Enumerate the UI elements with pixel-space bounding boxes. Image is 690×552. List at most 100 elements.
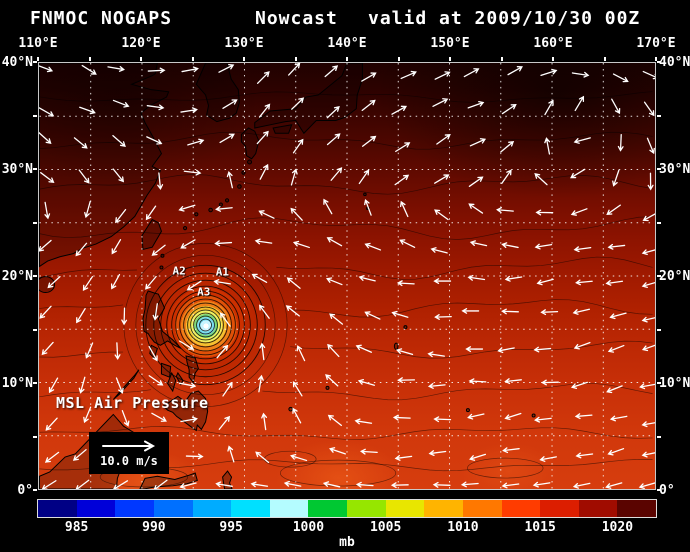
colorbar-tick-labels: 985 990 995 1000 1005 1010 1015 1020 bbox=[38, 520, 656, 535]
colorbar-tick: 990 bbox=[142, 520, 166, 535]
lon-label: 140°E bbox=[327, 36, 367, 51]
field-label: MSL Air Pressure bbox=[56, 394, 209, 412]
sulawesi-coastline bbox=[139, 472, 198, 489]
axis-tick bbox=[657, 114, 661, 117]
valid-time: valid at 2009/10/30 00Z bbox=[368, 8, 641, 29]
korea-coastline bbox=[195, 63, 240, 123]
wind-scale-arrow-icon bbox=[102, 440, 156, 451]
axis-tick bbox=[33, 382, 37, 384]
colorbar-tick: 1000 bbox=[292, 520, 325, 535]
axis-tick bbox=[655, 57, 657, 61]
axis-tick bbox=[191, 57, 194, 61]
model-name: FNMOC NOGAPS bbox=[30, 8, 173, 29]
axis-tick bbox=[140, 57, 142, 61]
honshu-coastline bbox=[254, 63, 363, 135]
axis-tick bbox=[346, 57, 348, 61]
axis-tick bbox=[33, 328, 37, 331]
lon-label: 150°E bbox=[430, 36, 470, 51]
map-graphics bbox=[39, 63, 655, 489]
axis-tick bbox=[500, 57, 503, 61]
product-name: Nowcast bbox=[255, 8, 338, 29]
colorbar-segment bbox=[115, 500, 154, 517]
axis-tick bbox=[88, 57, 91, 61]
colorbar-segment bbox=[269, 500, 309, 517]
axis-tick bbox=[33, 221, 37, 224]
luzon-coastline bbox=[142, 290, 182, 349]
axis-tick bbox=[657, 328, 661, 331]
wind-scale-label: 10.0 m/s bbox=[100, 453, 158, 468]
coastlines bbox=[39, 63, 536, 489]
lat-label: 10°N bbox=[1, 376, 33, 391]
mindanao-coastline bbox=[162, 390, 209, 432]
axis-tick bbox=[552, 57, 554, 61]
lat-label: 20°N bbox=[659, 269, 690, 284]
lat-label: 0° bbox=[17, 483, 33, 498]
colorbar-tick: 995 bbox=[219, 520, 243, 535]
colorbar-segment bbox=[192, 500, 232, 517]
axis-tick bbox=[657, 489, 661, 491]
colorbar-segment bbox=[578, 500, 618, 517]
colorbar-segment bbox=[231, 500, 270, 517]
colorbar-tick: 1010 bbox=[447, 520, 479, 535]
colorbar-segment bbox=[385, 500, 425, 517]
axis-tick bbox=[33, 114, 37, 117]
colorbar-tick: 985 bbox=[64, 520, 89, 535]
lat-label: 10°N bbox=[659, 376, 690, 391]
colorbar-segment bbox=[540, 500, 579, 517]
lon-label: 160°E bbox=[533, 36, 573, 51]
axis-tick bbox=[33, 275, 37, 277]
colorbar-tick: 1020 bbox=[601, 520, 634, 535]
map-canvas: A2 A1 A3 MSL Air Pressure 10.0 m/s bbox=[38, 62, 656, 490]
lon-label: 120°E bbox=[121, 36, 161, 51]
lon-label: 130°E bbox=[224, 36, 264, 51]
axis-tick bbox=[603, 57, 606, 61]
lat-label: 40°N bbox=[1, 55, 33, 70]
axis-tick bbox=[294, 57, 297, 61]
colorbar-segment bbox=[76, 500, 116, 517]
colorbar-segment bbox=[153, 500, 193, 517]
axis-tick bbox=[657, 168, 661, 170]
title-bar: FNMOC NOGAPS Nowcast valid at 2009/10/30… bbox=[0, 0, 690, 34]
lon-label: 170°E bbox=[636, 36, 676, 51]
colorbar-segment bbox=[462, 500, 502, 517]
axis-tick bbox=[657, 61, 661, 63]
colorbar-segment bbox=[38, 500, 77, 517]
wind-scale-legend: 10.0 m/s bbox=[89, 432, 169, 474]
axis-tick bbox=[397, 57, 400, 61]
mindoro-island bbox=[149, 344, 158, 359]
axis-tick bbox=[657, 382, 661, 384]
lat-label: 20°N bbox=[1, 269, 33, 284]
lat-label: 40°N bbox=[659, 55, 690, 70]
colorbar-unit-label: mb bbox=[339, 535, 355, 550]
axis-tick bbox=[33, 168, 37, 170]
lat-label: 30°N bbox=[1, 162, 33, 177]
longitude-axis: 110°E 120°E 130°E 140°E 150°E 160°E 170°E bbox=[0, 36, 690, 54]
small-islands bbox=[159, 159, 536, 418]
axis-tick bbox=[657, 221, 661, 224]
colorbar-segment bbox=[424, 500, 463, 517]
axis-tick bbox=[657, 275, 661, 277]
latitude-axis-left: 40°N 30°N 20°N 10°N 0° bbox=[0, 55, 35, 498]
colorbar-segment bbox=[347, 500, 386, 517]
shikoku-coastline bbox=[272, 124, 293, 134]
colorbar-segment bbox=[501, 500, 541, 517]
lat-label: 30°N bbox=[659, 162, 690, 177]
wind-vector-arrows bbox=[39, 63, 655, 489]
cyclone-isobar-rings bbox=[145, 264, 266, 386]
lon-label: 110°E bbox=[18, 36, 58, 51]
colorbar-segment bbox=[308, 500, 347, 517]
taiwan-coastline bbox=[141, 218, 163, 251]
axis-tick bbox=[243, 57, 245, 61]
lat-label: 0° bbox=[659, 483, 675, 498]
axis-tick bbox=[33, 435, 37, 438]
colorbar-tick: 1005 bbox=[369, 520, 402, 535]
latitude-axis-right: 40°N 30°N 20°N 10°N 0° bbox=[658, 55, 690, 498]
axis-tick bbox=[37, 57, 39, 61]
axis-tick bbox=[33, 61, 37, 63]
axis-tick bbox=[449, 57, 451, 61]
kyushu-coastline bbox=[240, 127, 260, 160]
axis-tick bbox=[657, 435, 661, 438]
axis-tick bbox=[33, 489, 37, 491]
storm-marker-a1: A1 bbox=[215, 265, 229, 279]
storm-marker-a2: A2 bbox=[172, 264, 186, 278]
